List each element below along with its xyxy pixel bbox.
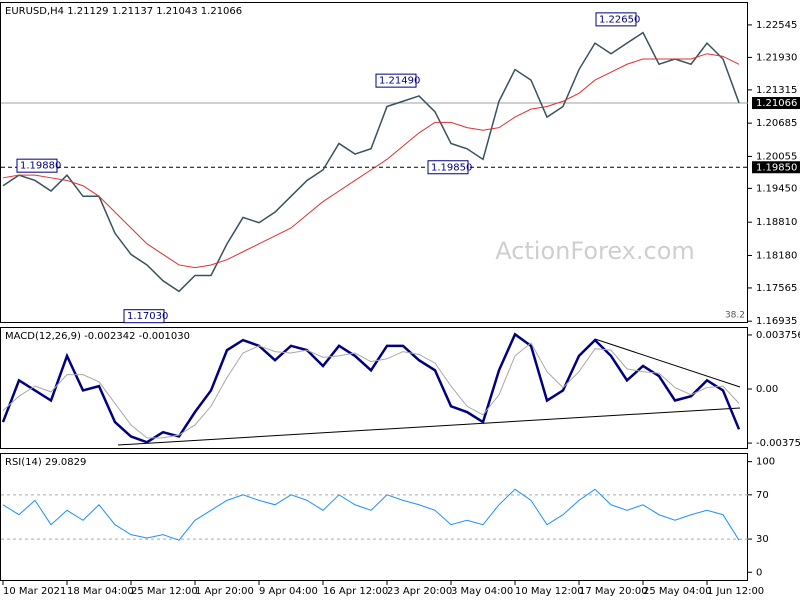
series-line	[2, 31, 740, 293]
x-tick-label: 10 Mar 2021	[3, 586, 66, 597]
watermark: ActionForex.com	[495, 237, 695, 265]
y-tick-label: 1.20685	[756, 118, 797, 129]
trend-line	[117, 407, 741, 446]
x-tick-label: 23 Apr 20:00	[387, 586, 452, 597]
y-tick-label: 1.21930	[756, 52, 797, 63]
trend-line	[594, 338, 741, 388]
price-panel-frame	[0, 2, 748, 323]
rsi-panel-frame	[0, 453, 748, 581]
price-label: 1.21066	[756, 98, 797, 109]
annotation-label: 1.22650	[599, 14, 640, 25]
x-tick-label: 3 May 04:00	[451, 586, 513, 597]
macd-header: MACD(12,26,9) -0.002342 -0.001030	[5, 331, 190, 342]
y-tick-label: 1.18810	[756, 217, 797, 228]
y-tick-label: 0	[756, 567, 762, 578]
x-tick-label: 10 May 12:00	[515, 586, 584, 597]
x-tick-label: 25 Mar 12:00	[131, 586, 198, 597]
y-tick-label: 100	[756, 457, 775, 468]
x-tick-label: 25 May 04:00	[643, 586, 712, 597]
x-tick-label: 1 Jun 12:00	[707, 586, 764, 597]
y-tick-label: 1.16935	[756, 316, 797, 327]
annotation-box	[375, 73, 417, 88]
x-tick-label: 16 Apr 12:00	[323, 586, 388, 597]
annotation-box	[427, 160, 469, 175]
price-label-box	[752, 97, 800, 110]
y-tick-label: 0.00	[756, 384, 778, 395]
y-tick-label: 1.18180	[756, 250, 797, 261]
price-label-box	[752, 161, 800, 174]
y-tick-label: 70	[756, 490, 769, 501]
rsi-header: RSI(14) 29.0829	[5, 457, 86, 468]
macd-panel-frame	[0, 327, 748, 449]
price-label: 1.19850	[756, 162, 797, 173]
series-line	[2, 53, 740, 269]
x-tick-label: 18 Mar 04:00	[67, 586, 134, 597]
annotation-box	[595, 12, 637, 27]
price-header: EURUSD,H4 1.21129 1.21137 1.21043 1.2106…	[5, 6, 242, 17]
y-tick-label: 1.22545	[756, 20, 797, 31]
annotation-label: 1.19880	[20, 161, 61, 172]
series-line	[2, 342, 740, 439]
annotation-label: 1.19850	[431, 162, 472, 173]
x-tick-label: 9 Apr 04:00	[259, 586, 318, 597]
fibo-label: 38.2	[725, 311, 745, 321]
series-line	[1, 332, 741, 444]
x-tick-label: 17 May 20:00	[579, 586, 648, 597]
y-tick-label: 1.21315	[756, 85, 797, 96]
annotation-box	[16, 158, 58, 173]
annotation-box	[123, 309, 165, 324]
x-tick-label: 1 Apr 20:00	[195, 586, 254, 597]
annotation-label: 1.17030	[127, 311, 168, 322]
y-tick-label: -0.003759	[756, 438, 800, 449]
y-tick-label: 30	[756, 534, 769, 545]
y-tick-label: 1.19450	[756, 183, 797, 194]
y-tick-label: 0.003756	[756, 330, 800, 341]
y-tick-label: 1.20055	[756, 151, 797, 162]
annotation-label: 1.21490	[379, 76, 420, 87]
series-line	[2, 488, 740, 541]
y-tick-label: 1.17565	[756, 283, 797, 294]
